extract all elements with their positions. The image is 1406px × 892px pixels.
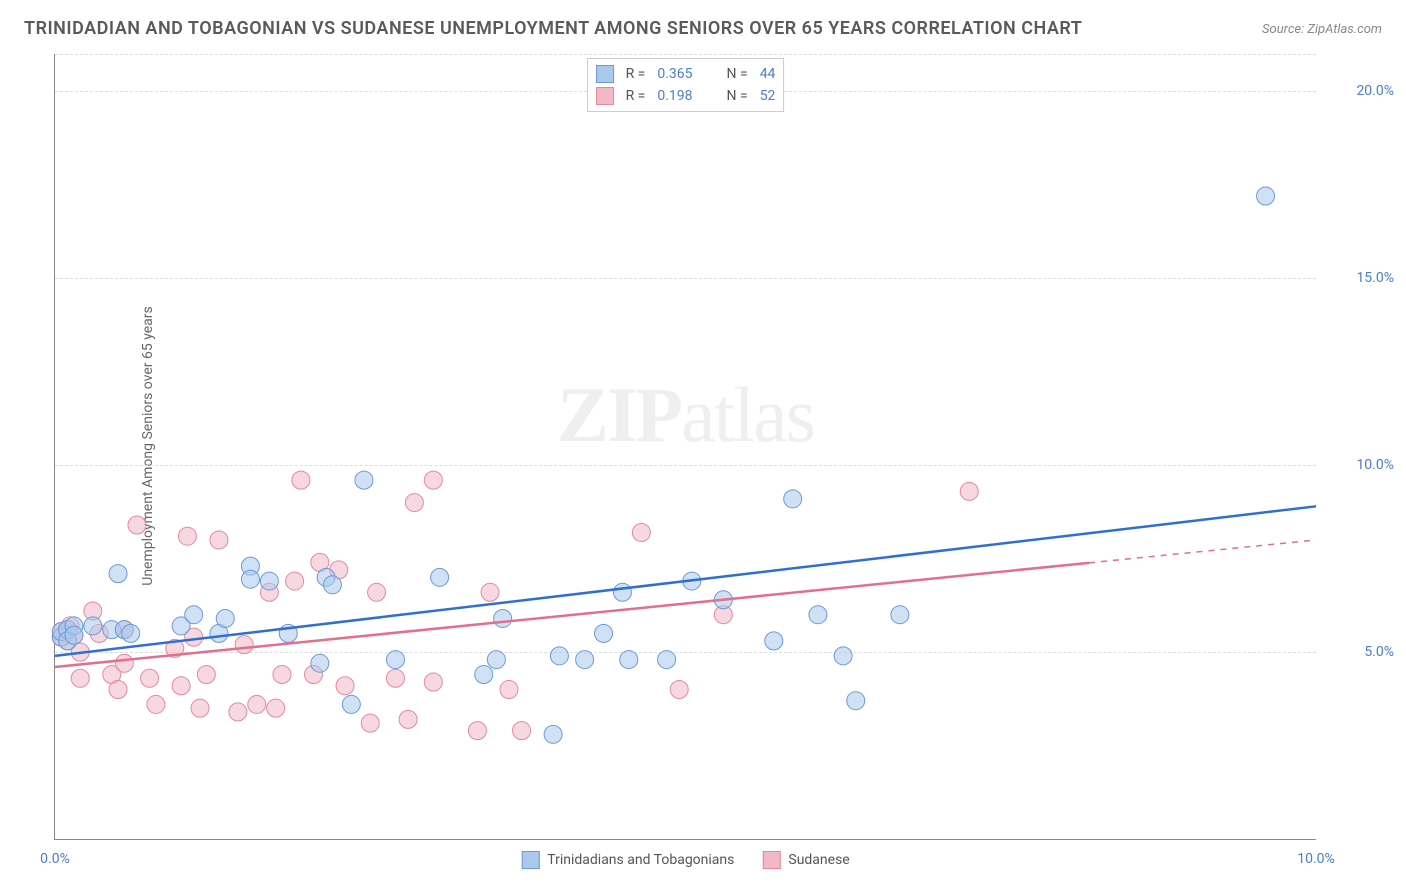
scatter-points — [52, 187, 1274, 743]
data-point — [185, 606, 203, 624]
data-point — [286, 572, 304, 590]
data-point — [216, 609, 234, 627]
data-point — [191, 699, 209, 717]
data-point — [386, 651, 404, 669]
data-point — [620, 651, 638, 669]
y-tick-label: 20.0% — [1356, 83, 1394, 99]
data-point — [386, 669, 404, 687]
plot-area: ZIPatlas 5.0%10.0%15.0%20.0% 0.0%10.0% R… — [54, 54, 1316, 840]
correlation-legend: R = 0.365 N = 44 R = 0.198 N = 52 — [587, 58, 785, 112]
data-point — [658, 651, 676, 669]
data-point — [891, 606, 909, 624]
y-tick-label: 10.0% — [1356, 457, 1394, 473]
data-point — [323, 576, 341, 594]
data-point — [670, 680, 688, 698]
data-point — [632, 523, 650, 541]
data-point — [210, 531, 228, 549]
n-value: 52 — [760, 88, 776, 104]
data-point — [109, 565, 127, 583]
data-point — [115, 654, 133, 672]
data-point — [355, 471, 373, 489]
data-point — [197, 666, 215, 684]
data-point — [267, 699, 285, 717]
data-point — [424, 471, 442, 489]
data-point — [273, 666, 291, 684]
n-label: N = — [727, 88, 748, 104]
data-point — [494, 609, 512, 627]
data-point — [311, 654, 329, 672]
legend-swatch — [596, 87, 614, 105]
data-point — [260, 572, 278, 590]
data-point — [109, 680, 127, 698]
data-point — [84, 617, 102, 635]
legend-stat-row: R = 0.365 N = 44 — [596, 63, 776, 85]
r-label: R = — [626, 88, 646, 104]
legend-series-item: Sudanese — [762, 851, 849, 869]
data-point — [834, 647, 852, 665]
data-point — [141, 669, 159, 687]
data-point — [847, 692, 865, 710]
scatter-svg — [55, 54, 1316, 839]
legend-swatch — [521, 851, 539, 869]
x-tick-label: 10.0% — [1297, 851, 1335, 867]
legend-series-label: Sudanese — [788, 852, 849, 868]
data-point — [550, 647, 568, 665]
source-attribution: Source: ZipAtlas.com — [1262, 22, 1382, 37]
data-point — [292, 471, 310, 489]
legend-swatch — [596, 65, 614, 83]
data-point — [431, 568, 449, 586]
data-point — [809, 606, 827, 624]
series-legend: Trinidadians and Tobagonians Sudanese — [521, 851, 849, 869]
data-point — [336, 677, 354, 695]
data-point — [513, 722, 531, 740]
data-point — [235, 636, 253, 654]
data-point — [481, 583, 499, 601]
legend-series-label: Trinidadians and Tobagonians — [547, 852, 734, 868]
x-tick-label: 0.0% — [40, 851, 70, 867]
data-point — [229, 703, 247, 721]
data-point — [613, 583, 631, 601]
data-point — [500, 680, 518, 698]
data-point — [960, 482, 978, 500]
legend-series-item: Trinidadians and Tobagonians — [521, 851, 734, 869]
trend-line — [55, 563, 1089, 667]
r-value: 0.198 — [657, 88, 692, 104]
data-point — [399, 710, 417, 728]
data-point — [475, 666, 493, 684]
data-point — [147, 695, 165, 713]
data-point — [405, 494, 423, 512]
data-point — [368, 583, 386, 601]
data-point — [765, 632, 783, 650]
data-point — [468, 722, 486, 740]
data-point — [361, 714, 379, 732]
data-point — [576, 651, 594, 669]
data-point — [424, 673, 442, 691]
data-point — [487, 651, 505, 669]
data-point — [65, 626, 83, 644]
data-point — [172, 677, 190, 695]
data-point — [128, 516, 146, 534]
data-point — [248, 695, 266, 713]
r-value: 0.365 — [657, 66, 692, 82]
n-label: N = — [727, 66, 748, 82]
r-label: R = — [626, 66, 646, 82]
data-point — [1257, 187, 1275, 205]
n-value: 44 — [760, 66, 776, 82]
legend-stat-row: R = 0.198 N = 52 — [596, 85, 776, 107]
data-point — [241, 570, 259, 588]
data-point — [544, 725, 562, 743]
data-point — [122, 624, 140, 642]
data-point — [178, 527, 196, 545]
chart-title: TRINIDADIAN AND TOBAGONIAN VS SUDANESE U… — [24, 18, 1082, 39]
y-tick-label: 5.0% — [1364, 644, 1394, 660]
data-point — [595, 624, 613, 642]
data-point — [784, 490, 802, 508]
trend-line-extrapolated — [1089, 540, 1316, 563]
data-point — [71, 669, 89, 687]
data-point — [342, 695, 360, 713]
y-tick-label: 15.0% — [1356, 270, 1394, 286]
legend-swatch — [762, 851, 780, 869]
